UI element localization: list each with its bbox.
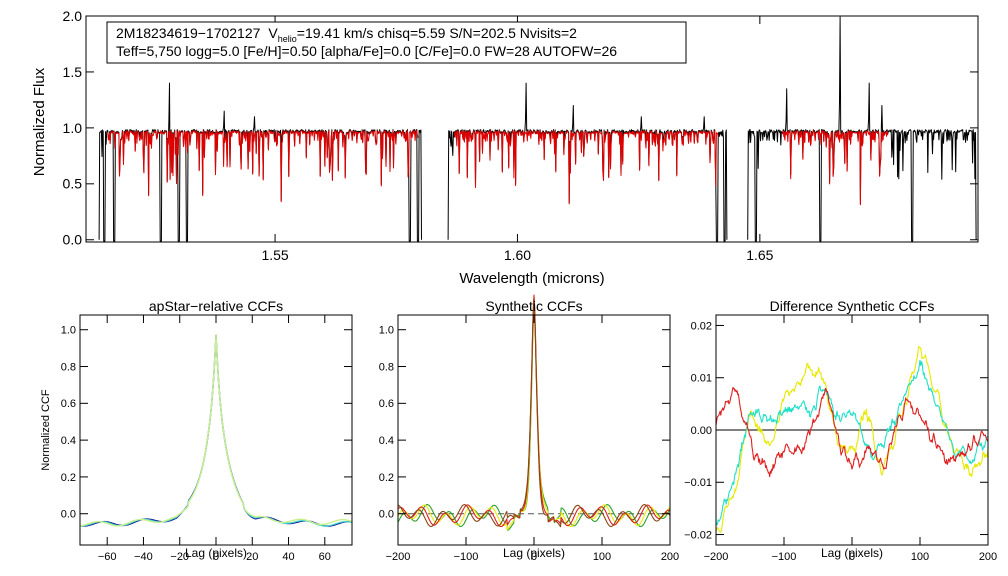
model-spectrum-chip-1 [107, 130, 419, 203]
ccf3-ticks: −200 −100 0 100 200 −0.02 −0.01 0.00 0.01 0.02 [684, 315, 997, 563]
y-tick-label: −0.01 [684, 477, 712, 489]
y-tick-label: 0.02 [691, 320, 712, 332]
ccf1-panel: −60 −40 −20 0 20 40 60 0.0 0.2 0.4 0.6 0.8 1.0 apSta… [40, 298, 353, 563]
x-tick-label: −20 [170, 551, 189, 563]
ccf3-panel: −200 −100 0 100 200 −0.02 −0.01 0.00 0.01 0.02 Di… [684, 298, 997, 563]
observed-spectrum-chip-2 [447, 82, 728, 242]
ccf2-xlabel: Lag (pixels) [503, 546, 565, 560]
y-tick-label: 0.4 [379, 435, 394, 447]
model-spectrum-chip-2 [454, 130, 719, 205]
ccf3-lines [715, 345, 989, 533]
y-tick-label: −0.02 [684, 529, 712, 541]
x-tick-label: 1.60 [504, 247, 531, 263]
model-spectrum-chip-3 [781, 130, 889, 206]
x-tick-label: 0 [213, 551, 219, 563]
ccf2-panel: −200 −100 0 100 200 0.0 0.2 0.4 0.6 0.8 1.0 Synthe… [379, 294, 679, 563]
x-tick-label: −40 [134, 551, 153, 563]
ccf3-title: Difference Synthetic CCFs [770, 298, 935, 314]
ccf3-frame [715, 314, 989, 546]
ccf2-yellow [397, 297, 671, 531]
spectrum-ylabel: Normalized Flux [31, 67, 48, 176]
x-tick-label: −60 [98, 551, 117, 563]
x-tick-label: 1.55 [261, 247, 288, 263]
y-tick-label: 0.2 [61, 472, 76, 484]
y-tick-label: 1.0 [61, 325, 76, 337]
x-tick-label: 0 [849, 551, 855, 563]
ccf2-frame [397, 314, 671, 546]
y-tick-label: 0.0 [61, 509, 76, 521]
annotation-line-1: 2M18234619−1702127 Vhelio=19.41 km/s chis… [116, 25, 577, 44]
ccf2-green [397, 305, 671, 531]
annotation-line-2: Teff=5,750 logg=5.0 [Fe/H]=0.50 [alpha/F… [116, 43, 617, 59]
y-tick-label: 0.6 [61, 398, 76, 410]
y-tick-label: 1.5 [63, 64, 83, 80]
ccf2-red [397, 294, 671, 528]
ccf1-lines [79, 334, 353, 527]
spectrum-lines [98, 16, 977, 242]
ccf1-visit-1 [79, 334, 353, 527]
ccf1-ylabel: Normalized CCF [40, 389, 52, 471]
ccf1-frame [79, 314, 353, 546]
y-tick-label: 0.01 [691, 373, 712, 385]
y-tick-label: 0.8 [379, 361, 394, 373]
y-tick-label: 0.2 [379, 472, 394, 484]
x-tick-label: 200 [979, 551, 997, 563]
y-tick-label: 0.0 [379, 509, 394, 521]
spectrum-annotation-box [106, 21, 687, 64]
spectrum-ticks: 1.55 1.60 1.65 0.0 0.5 1.0 1.5 2.0 [63, 8, 978, 263]
ccf2-title: Synthetic CCFs [485, 298, 582, 314]
x-tick-label: −100 [454, 551, 479, 563]
y-tick-label: 0.5 [63, 176, 83, 192]
ccf1-ticks: −60 −40 −20 0 20 40 60 0.0 0.2 0.4 0.6 0.8 1.0 [61, 315, 352, 563]
x-tick-label: −200 [386, 551, 411, 563]
ccf3-cyan [715, 359, 989, 526]
y-tick-label: 0.8 [61, 361, 76, 373]
spectrum-frame [85, 15, 979, 243]
observed-spectrum-chip-3 [747, 16, 977, 242]
spectrum-panel: 1.55 1.60 1.65 0.0 0.5 1.0 1.5 2.0 2M18234619−1… [31, 8, 979, 287]
observed-spectrum-chip-1 [98, 82, 422, 242]
ccf2-brown [397, 297, 671, 528]
y-tick-label: 0.00 [691, 425, 712, 437]
spectrum-xlabel: Wavelength (microns) [459, 270, 604, 287]
ccf2-ticks: −200 −100 0 100 200 0.0 0.2 0.4 0.6 0.8 1.0 [379, 315, 679, 563]
ccf1-xlabel: Lag (pixels) [185, 546, 247, 560]
x-tick-label: 100 [593, 551, 611, 563]
ccf1-visit-2 [80, 334, 353, 527]
y-tick-label: 2.0 [63, 8, 83, 24]
x-tick-label: 100 [911, 551, 929, 563]
x-tick-label: 0 [531, 551, 537, 563]
ccf1-title: apStar−relative CCFs [149, 298, 283, 314]
y-tick-label: 1.0 [63, 120, 83, 136]
y-tick-label: 1.0 [379, 325, 394, 337]
x-tick-label: −100 [772, 551, 797, 563]
ccf2-lines [397, 294, 671, 531]
x-tick-label: −200 [704, 551, 729, 563]
ccf1-combined [79, 334, 353, 527]
x-tick-label: 20 [246, 551, 258, 563]
x-tick-label: 60 [319, 551, 331, 563]
x-tick-label: 1.65 [746, 247, 773, 263]
x-tick-label: 200 [661, 551, 679, 563]
ccf3-xlabel: Lag (pixels) [821, 546, 883, 560]
y-tick-label: 0.0 [63, 232, 83, 248]
ccf3-red [715, 386, 989, 478]
y-tick-label: 0.4 [61, 435, 76, 447]
ccf3-yellow [715, 345, 989, 533]
x-tick-label: 40 [282, 551, 294, 563]
y-tick-label: 0.6 [379, 398, 394, 410]
